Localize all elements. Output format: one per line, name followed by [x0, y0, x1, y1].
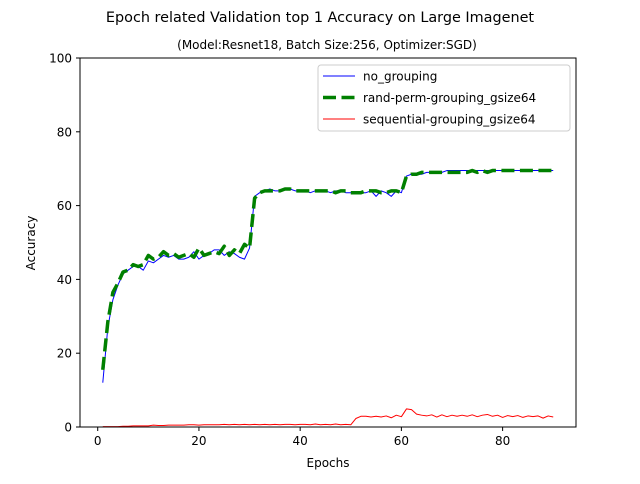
y-axis-label: Accuracy — [24, 216, 38, 271]
x-tick-label: 20 — [191, 434, 206, 448]
y-tick-label: 100 — [49, 52, 72, 66]
x-axis-label: Epochs — [307, 456, 350, 470]
series-line-sequential-grouping_gsize64 — [102, 408, 554, 428]
y-tick-label: 40 — [57, 273, 72, 287]
y-tick-label: 20 — [57, 347, 72, 361]
y-tick-label: 80 — [57, 125, 72, 139]
chart-subtitle: (Model:Resnet18, Batch Size:256, Optimiz… — [177, 38, 477, 52]
series-line-rand-perm-grouping_gsize64 — [101, 168, 554, 370]
series-layer — [101, 168, 554, 428]
legend-label-no_grouping: no_grouping — [363, 70, 437, 84]
y-tick-label: 60 — [57, 199, 72, 213]
y-tick-label: 0 — [64, 421, 72, 435]
x-axis: 0 20 40 60 80 — [94, 427, 510, 448]
legend-label-rand-perm-grouping_gsize64: rand-perm-grouping_gsize64 — [363, 91, 536, 105]
x-tick-label: 40 — [293, 434, 308, 448]
plot-area-frame — [79, 57, 577, 428]
x-tick-label: 80 — [495, 434, 510, 448]
legend-label-sequential-grouping_gsize64: sequential-grouping_gsize64 — [363, 113, 535, 127]
x-tick-label: 60 — [394, 434, 409, 448]
chart-title: Epoch related Validation top 1 Accuracy … — [106, 10, 535, 26]
legend: no_grouping rand-perm-grouping_gsize64seq… — [317, 64, 571, 132]
legend-box — [317, 64, 571, 132]
y-axis: 0 20 40 60 80 100 — [49, 52, 80, 435]
x-tick-label: 0 — [94, 434, 102, 448]
